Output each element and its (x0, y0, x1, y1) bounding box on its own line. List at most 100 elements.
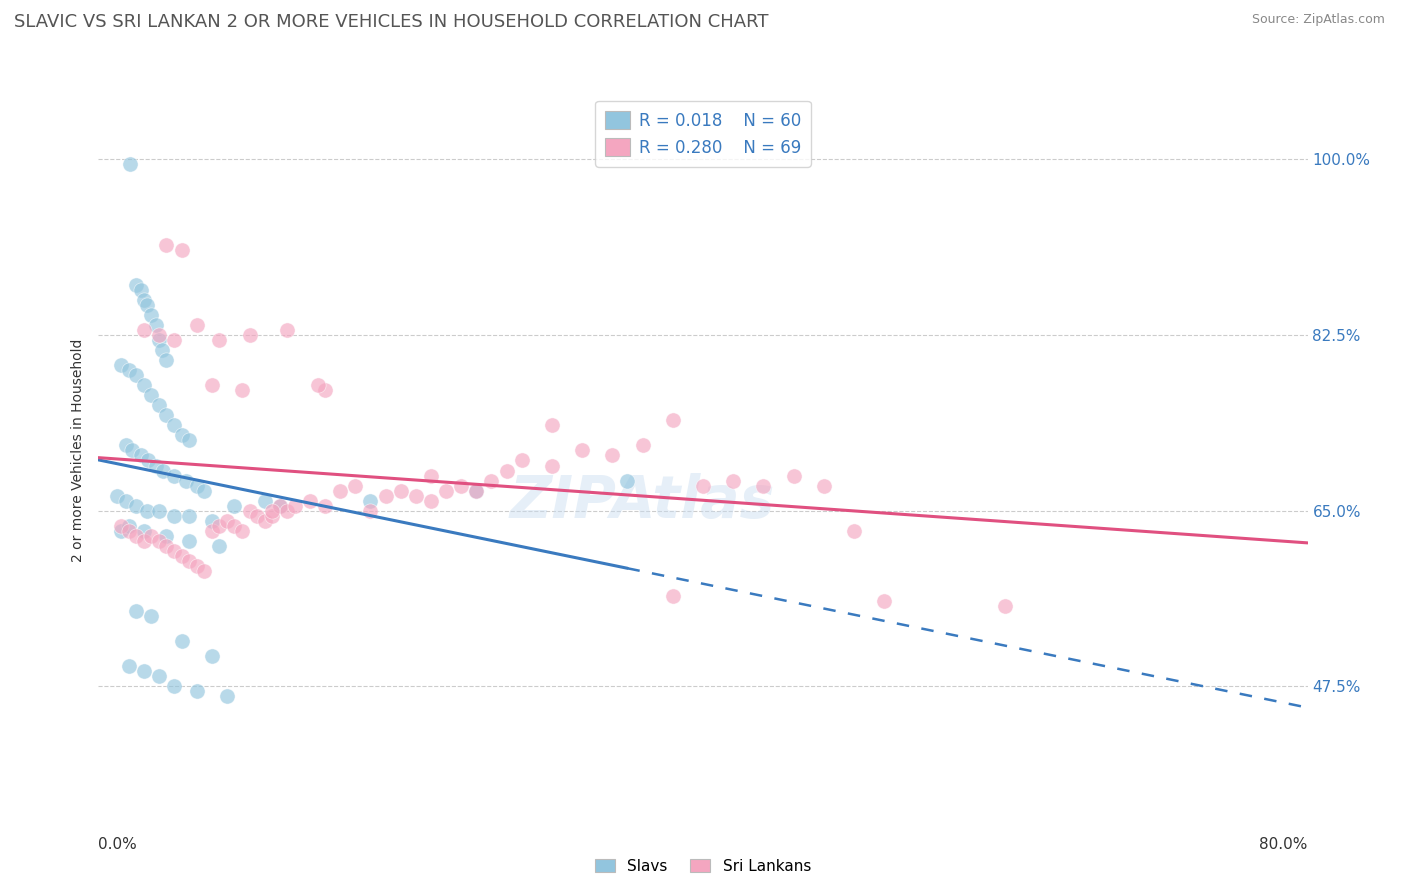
Point (145, 458, 167, 473)
Point (344, 478, 367, 492)
Point (163, 333, 186, 347)
Point (179, 533, 201, 548)
Point (813, 478, 835, 492)
Point (141, 388, 163, 402)
Point (571, 443, 593, 458)
Point (201, 649, 224, 664)
Point (420, 468, 443, 483)
Point (120, 157, 142, 171)
Point (246, 508, 269, 523)
Point (224, 518, 246, 533)
Point (752, 478, 775, 492)
Point (661, 589, 683, 603)
Point (873, 594, 896, 608)
Point (994, 599, 1017, 613)
Point (121, 443, 143, 458)
Point (481, 474, 503, 488)
Point (132, 323, 155, 337)
Point (179, 434, 201, 448)
Point (262, 508, 284, 523)
Point (450, 478, 472, 492)
Point (299, 493, 322, 508)
Point (170, 634, 193, 648)
Point (170, 428, 193, 442)
Point (389, 483, 412, 498)
Point (118, 524, 141, 538)
Point (125, 368, 148, 383)
Point (540, 418, 562, 433)
Point (262, 503, 284, 517)
Point (148, 398, 170, 412)
Point (132, 378, 155, 392)
Point (110, 358, 132, 372)
Point (114, 493, 136, 508)
Point (193, 564, 215, 578)
Point (148, 333, 170, 347)
Point (723, 474, 745, 488)
Point (179, 508, 201, 523)
Point (114, 438, 136, 452)
Point (269, 499, 291, 513)
Point (179, 554, 201, 568)
Point (208, 333, 231, 347)
Point (125, 277, 148, 292)
Point (224, 499, 246, 513)
Point (420, 493, 443, 508)
Point (132, 524, 155, 538)
Point (170, 243, 193, 257)
Point (163, 544, 186, 558)
Point (132, 293, 155, 307)
Point (155, 353, 177, 368)
Point (155, 409, 177, 423)
Point (510, 453, 533, 467)
Point (125, 529, 148, 543)
Text: 80.0%: 80.0% (1260, 837, 1308, 852)
Point (110, 524, 132, 538)
Point (152, 464, 174, 478)
Point (360, 503, 382, 517)
Point (145, 318, 167, 332)
Point (465, 483, 488, 498)
Text: SLAVIC VS SRI LANKAN 2 OR MORE VEHICLES IN HOUSEHOLD CORRELATION CHART: SLAVIC VS SRI LANKAN 2 OR MORE VEHICLES … (14, 13, 769, 31)
Point (150, 343, 173, 358)
Point (231, 384, 253, 398)
Point (136, 453, 159, 467)
Point (141, 308, 163, 322)
Point (125, 604, 148, 618)
Point (174, 474, 197, 488)
Point (141, 609, 163, 624)
Point (495, 464, 517, 478)
Point (163, 679, 186, 693)
Text: ZIPAtlas: ZIPAtlas (510, 473, 775, 530)
Point (405, 489, 427, 503)
Point (374, 489, 396, 503)
Legend: Slavs, Sri Lankans: Slavs, Sri Lankans (589, 853, 817, 880)
Point (148, 328, 170, 343)
Point (540, 458, 562, 473)
Text: 0.0%: 0.0% (98, 837, 138, 852)
Point (186, 684, 208, 698)
Point (186, 318, 208, 332)
Point (132, 664, 155, 679)
Point (201, 378, 224, 392)
Point (141, 529, 163, 543)
Point (215, 514, 238, 528)
Point (314, 499, 336, 513)
Point (253, 514, 276, 528)
Point (465, 483, 488, 498)
Point (193, 483, 215, 498)
Point (201, 514, 224, 528)
Point (148, 669, 170, 683)
Point (129, 283, 152, 297)
Point (239, 328, 262, 343)
Point (135, 503, 157, 517)
Point (844, 524, 866, 538)
Point (118, 518, 141, 533)
Point (118, 363, 141, 377)
Point (269, 499, 291, 513)
Point (661, 413, 683, 427)
Point (186, 558, 208, 573)
Point (163, 418, 186, 433)
Point (186, 478, 208, 492)
Point (215, 690, 238, 704)
